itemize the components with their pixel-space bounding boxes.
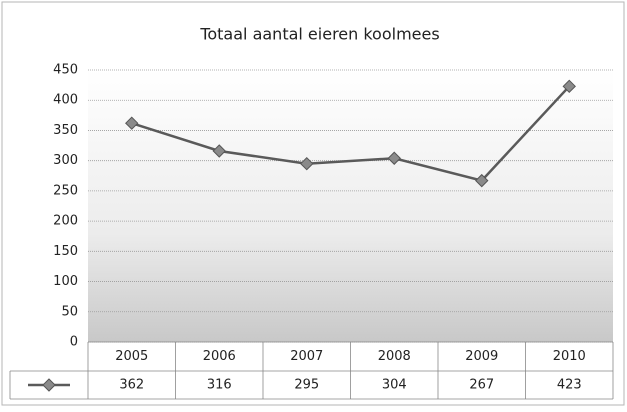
data-marker	[562, 79, 576, 94]
table-value: 316	[207, 378, 232, 393]
x-tick-label: 2009	[465, 349, 498, 364]
x-tick-label: 2005	[115, 349, 148, 364]
series-line	[131, 85, 571, 183]
plot-area	[88, 70, 613, 342]
legend-key-marker	[42, 378, 56, 392]
x-tick-label: 2008	[378, 349, 411, 364]
y-tick-label: 50	[61, 304, 78, 319]
table-value: 304	[382, 378, 407, 393]
table-value: 295	[294, 378, 319, 393]
table-value: 423	[557, 378, 582, 393]
y-tick-label: 250	[53, 183, 78, 198]
y-tick-label: 350	[53, 123, 78, 138]
y-tick-label: 400	[53, 93, 78, 108]
data-marker	[475, 173, 489, 188]
table-value: 362	[119, 378, 144, 393]
data-marker	[387, 151, 401, 165]
data-marker	[300, 156, 314, 171]
x-tick-label: 2006	[203, 349, 236, 364]
y-tick-label: 100	[53, 274, 78, 289]
y-tick-label: 450	[53, 63, 78, 78]
y-tick-label: 150	[53, 244, 78, 259]
data-marker	[125, 116, 139, 130]
y-tick-label: 200	[53, 214, 78, 229]
y-tick-label: 300	[53, 153, 78, 168]
table-value: 267	[469, 378, 494, 393]
x-tick-label: 2010	[553, 349, 586, 364]
y-tick-label: 0	[70, 335, 78, 350]
chart-title: Totaal aantal eieren koolmees	[199, 25, 439, 44]
data-marker	[212, 144, 226, 158]
x-tick-label: 2007	[290, 349, 323, 364]
